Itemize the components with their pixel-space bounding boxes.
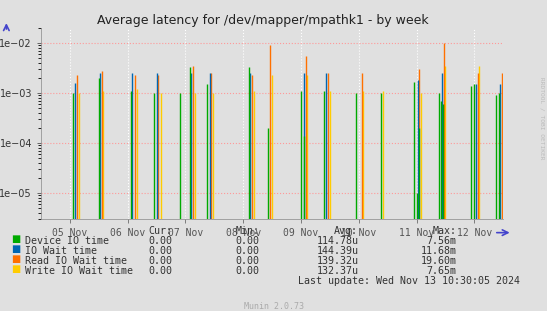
Text: Min:: Min: — [236, 226, 260, 236]
Text: Last update: Wed Nov 13 10:30:05 2024: Last update: Wed Nov 13 10:30:05 2024 — [298, 276, 520, 286]
Text: 0.00: 0.00 — [148, 246, 172, 256]
Text: Max:: Max: — [433, 226, 457, 236]
Text: ■: ■ — [11, 234, 20, 244]
Text: 0.00: 0.00 — [148, 266, 172, 276]
Text: Average latency for /dev/mapper/mpathk1 - by week: Average latency for /dev/mapper/mpathk1 … — [97, 14, 428, 27]
Text: Device IO time: Device IO time — [25, 236, 109, 246]
Text: 0.00: 0.00 — [236, 246, 260, 256]
Text: 0.00: 0.00 — [236, 236, 260, 246]
Text: RRDTOOL / TOBI OETIKER: RRDTOOL / TOBI OETIKER — [539, 77, 544, 160]
Text: ■: ■ — [11, 244, 20, 254]
Text: 19.60m: 19.60m — [421, 256, 457, 266]
Text: 11.68m: 11.68m — [421, 246, 457, 256]
Text: 114.78u: 114.78u — [316, 236, 358, 246]
Text: 0.00: 0.00 — [148, 256, 172, 266]
Text: Munin 2.0.73: Munin 2.0.73 — [243, 302, 304, 311]
Text: 144.39u: 144.39u — [316, 246, 358, 256]
Text: 0.00: 0.00 — [148, 236, 172, 246]
Text: IO Wait time: IO Wait time — [25, 246, 97, 256]
Text: 7.65m: 7.65m — [427, 266, 457, 276]
Text: 7.56m: 7.56m — [427, 236, 457, 246]
Text: Avg:: Avg: — [334, 226, 358, 236]
Text: Read IO Wait time: Read IO Wait time — [25, 256, 126, 266]
Text: 0.00: 0.00 — [236, 266, 260, 276]
Text: 139.32u: 139.32u — [316, 256, 358, 266]
Text: 0.00: 0.00 — [236, 256, 260, 266]
Text: Write IO Wait time: Write IO Wait time — [25, 266, 132, 276]
Text: ■: ■ — [11, 264, 20, 274]
Text: 132.37u: 132.37u — [316, 266, 358, 276]
Text: ■: ■ — [11, 254, 20, 264]
Text: Cur:: Cur: — [148, 226, 172, 236]
